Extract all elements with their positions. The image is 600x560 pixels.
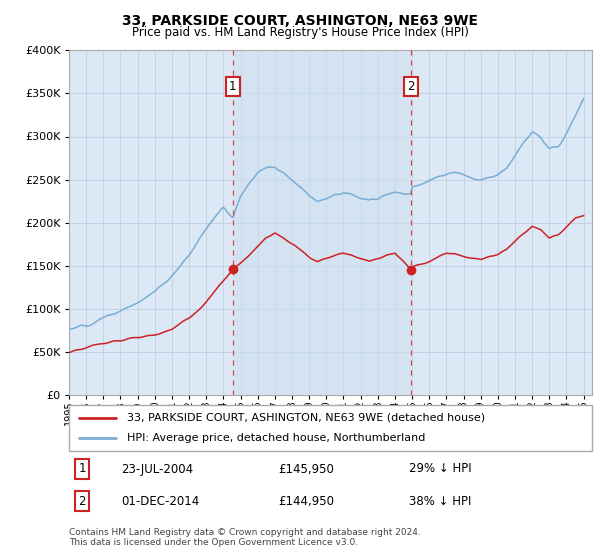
Text: 38% ↓ HPI: 38% ↓ HPI [409, 494, 472, 508]
Text: 2: 2 [79, 494, 86, 508]
Text: Price paid vs. HM Land Registry's House Price Index (HPI): Price paid vs. HM Land Registry's House … [131, 26, 469, 39]
Text: 23-JUL-2004: 23-JUL-2004 [121, 463, 193, 475]
Text: 29% ↓ HPI: 29% ↓ HPI [409, 463, 472, 475]
Text: 1: 1 [79, 463, 86, 475]
Text: HPI: Average price, detached house, Northumberland: HPI: Average price, detached house, Nort… [127, 433, 425, 443]
Text: 33, PARKSIDE COURT, ASHINGTON, NE63 9WE (detached house): 33, PARKSIDE COURT, ASHINGTON, NE63 9WE … [127, 413, 485, 423]
Text: 01-DEC-2014: 01-DEC-2014 [121, 494, 200, 508]
Text: £144,950: £144,950 [278, 494, 334, 508]
Text: 1: 1 [229, 80, 236, 93]
Text: Contains HM Land Registry data © Crown copyright and database right 2024.
This d: Contains HM Land Registry data © Crown c… [69, 528, 421, 547]
Text: 33, PARKSIDE COURT, ASHINGTON, NE63 9WE: 33, PARKSIDE COURT, ASHINGTON, NE63 9WE [122, 14, 478, 28]
Text: 2: 2 [407, 80, 415, 93]
FancyBboxPatch shape [69, 405, 592, 451]
Text: £145,950: £145,950 [278, 463, 334, 475]
Bar [233, 50, 411, 395]
